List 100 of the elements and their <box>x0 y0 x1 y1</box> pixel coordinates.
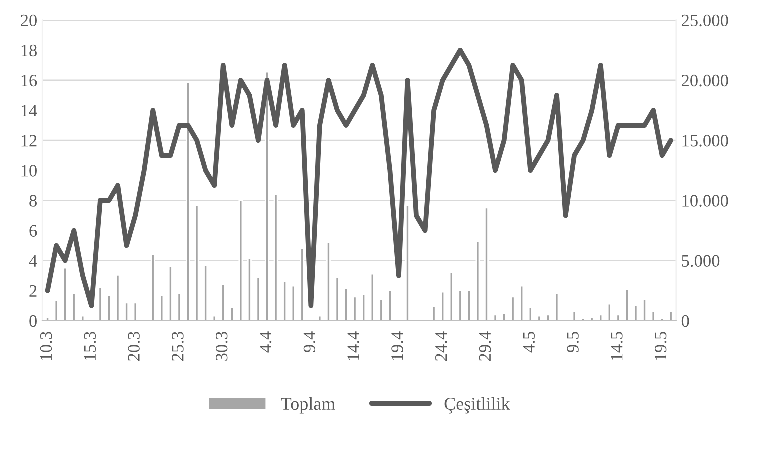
x-tick-label: 25.3 <box>172 332 184 361</box>
y2-tick-label: 15.000 <box>682 135 728 147</box>
bar <box>379 298 384 321</box>
bar <box>168 266 173 321</box>
bar <box>212 315 217 321</box>
bar <box>493 314 498 321</box>
bar <box>572 310 577 321</box>
bar <box>274 194 278 321</box>
bar <box>221 284 226 321</box>
bar <box>186 82 190 321</box>
bar <box>98 286 103 321</box>
bar <box>204 264 208 321</box>
y2-tick-label: 5.000 <box>682 255 720 268</box>
bar <box>598 314 604 321</box>
bar <box>607 303 612 321</box>
y-tick-label: 8 <box>30 195 37 207</box>
bar <box>352 296 358 321</box>
bar <box>370 273 375 321</box>
bar <box>466 290 472 321</box>
y-tick-label: 4 <box>29 255 38 267</box>
bar <box>124 302 130 321</box>
bar <box>282 280 288 321</box>
line-series <box>45 48 674 308</box>
bar <box>107 294 112 321</box>
bar <box>406 204 410 321</box>
x-tick-label: 14.4 <box>348 332 360 360</box>
bar <box>177 292 182 321</box>
bar <box>46 316 50 321</box>
bar <box>388 290 392 321</box>
bar <box>256 276 261 321</box>
bar <box>335 276 340 321</box>
y-tick-label: 6 <box>30 225 38 237</box>
x-tick-label: 29.4 <box>479 332 492 361</box>
x-tick-label: 19.5 <box>655 332 667 360</box>
bar <box>510 296 516 321</box>
bar <box>520 285 524 321</box>
bar <box>590 316 594 321</box>
y2-tick-label: 25.000 <box>682 14 728 27</box>
bar <box>238 200 244 321</box>
bar <box>449 272 454 321</box>
x-tick-label: 24.4 <box>436 332 448 361</box>
bar <box>554 292 560 321</box>
bar <box>651 310 656 321</box>
bar <box>642 298 647 321</box>
bar <box>668 310 674 321</box>
bar <box>634 304 638 321</box>
y-tick-label: 20 <box>21 14 37 27</box>
bar <box>300 248 305 321</box>
y-tick-label: 0 <box>30 315 37 328</box>
x-tick-label: 15.3 <box>84 332 96 360</box>
bar <box>247 258 252 321</box>
x-tick-label: 10.3 <box>40 332 52 360</box>
bar <box>528 307 533 321</box>
bar <box>458 290 463 321</box>
bar <box>326 242 331 321</box>
bar <box>194 204 200 321</box>
x-tick-label: 4.5 <box>523 332 536 353</box>
y-tick-label: 10 <box>22 165 37 177</box>
y-tick-label: 14 <box>22 105 38 117</box>
y-tick-label: 2 <box>30 285 37 297</box>
y-tick-label: 12 <box>22 135 37 147</box>
bar <box>546 314 550 321</box>
bar <box>318 315 322 321</box>
bar <box>80 315 86 321</box>
y-tick-label: 18 <box>22 44 37 57</box>
x-tick-label: 9.5 <box>567 332 579 352</box>
bar <box>616 314 621 321</box>
x-tick-label: 20.3 <box>128 332 140 361</box>
bar <box>624 288 630 321</box>
legend-label: Toplam <box>281 397 336 414</box>
bar <box>476 240 480 321</box>
legend-label: Çeşitlilik <box>444 397 510 414</box>
x-tick-label: 14.5 <box>611 332 623 360</box>
bar <box>72 292 76 321</box>
y2-tick-label: 10.000 <box>682 195 728 207</box>
bar <box>230 307 234 321</box>
bar <box>362 294 366 321</box>
x-tick-label: 4.4 <box>260 332 272 353</box>
y2-tick-label: 0 <box>682 315 690 328</box>
bar <box>265 71 270 321</box>
bar <box>537 315 542 321</box>
y2-tick-label: 20.000 <box>682 74 728 87</box>
bar <box>432 306 436 321</box>
x-tick-label: 9.4 <box>304 332 316 352</box>
bar <box>291 285 296 321</box>
x-tick-label: 19.4 <box>392 332 404 360</box>
bar <box>150 254 156 321</box>
y-tick-label: 16 <box>22 74 38 87</box>
bar <box>344 288 349 321</box>
bar <box>54 300 59 321</box>
bar <box>660 318 665 321</box>
bar <box>581 318 586 321</box>
x-tick-label: 30.3 <box>216 332 228 361</box>
bar <box>440 291 446 321</box>
bar <box>484 207 489 321</box>
bar <box>133 302 138 321</box>
bar <box>116 274 120 321</box>
bar <box>160 294 164 321</box>
bar <box>63 267 68 321</box>
bar <box>502 313 507 321</box>
